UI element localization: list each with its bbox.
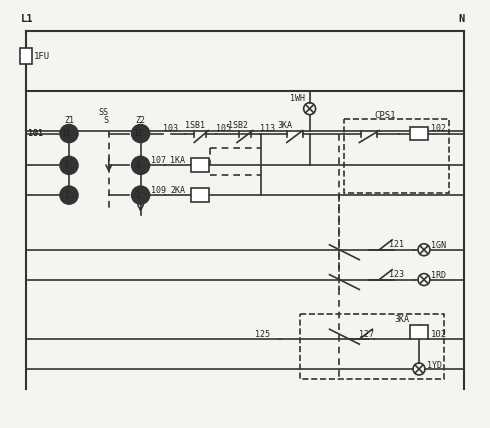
- Text: 123: 123: [389, 270, 404, 279]
- Text: 125: 125: [255, 330, 270, 339]
- Text: 105: 105: [216, 124, 231, 133]
- Text: 3KA: 3KA: [394, 315, 409, 324]
- Circle shape: [60, 186, 78, 204]
- Text: SS: SS: [99, 108, 109, 117]
- Text: 121: 121: [389, 240, 404, 249]
- Text: L1: L1: [21, 14, 34, 24]
- Text: 12: 12: [133, 129, 142, 138]
- Text: 1RD: 1RD: [431, 271, 446, 280]
- Text: 1WH: 1WH: [290, 94, 305, 103]
- Text: 1YD: 1YD: [427, 360, 442, 369]
- Circle shape: [132, 186, 149, 204]
- Text: Z1: Z1: [64, 116, 74, 125]
- Text: 113: 113: [260, 124, 275, 133]
- Text: 102: 102: [431, 124, 446, 133]
- Text: 101: 101: [28, 129, 43, 138]
- Text: 101: 101: [28, 129, 43, 138]
- Text: Z2: Z2: [136, 116, 146, 125]
- Text: 2KA: 2KA: [171, 186, 185, 195]
- Text: 127: 127: [359, 330, 374, 339]
- Circle shape: [60, 125, 78, 143]
- Text: 107: 107: [150, 156, 166, 165]
- Text: 109: 109: [150, 186, 166, 195]
- Bar: [191, 158, 209, 172]
- Bar: [410, 325, 428, 339]
- Text: 103: 103: [164, 124, 178, 133]
- Text: S: S: [104, 116, 109, 125]
- Text: 3KA: 3KA: [278, 121, 293, 130]
- Bar: [410, 127, 428, 140]
- Text: 1GN: 1GN: [431, 241, 446, 250]
- Text: 2: 2: [135, 190, 140, 199]
- Bar: [191, 188, 209, 202]
- Bar: [20, 48, 32, 64]
- Text: 1: 1: [64, 190, 68, 199]
- Circle shape: [60, 156, 78, 174]
- Text: 102: 102: [431, 330, 447, 339]
- Circle shape: [132, 156, 149, 174]
- Text: 7: 7: [64, 161, 68, 170]
- Text: 11: 11: [61, 129, 71, 138]
- Text: 1KA: 1KA: [171, 156, 185, 165]
- Text: 1FU: 1FU: [34, 51, 50, 60]
- Circle shape: [132, 125, 149, 143]
- Text: 8: 8: [135, 161, 140, 170]
- Text: CPS1: CPS1: [374, 111, 396, 120]
- Text: 1SB1: 1SB1: [185, 121, 205, 130]
- Text: 1SB2: 1SB2: [228, 121, 248, 130]
- Text: N: N: [459, 14, 465, 24]
